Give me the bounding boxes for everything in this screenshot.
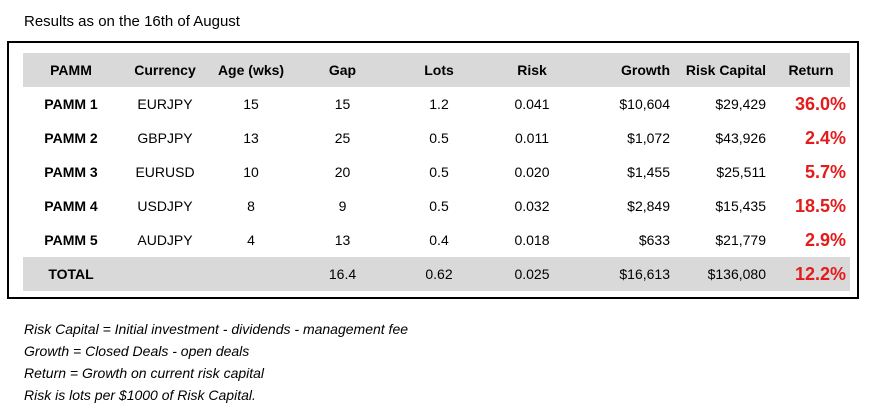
table-row: PAMM 1 EURJPY 15 15 1.2 0.041 $10,604 $2… xyxy=(23,87,850,121)
note-return: Return = Growth on current risk capital xyxy=(24,365,265,381)
cell-gap: 25 xyxy=(334,130,351,146)
cell-currency: AUDJPY xyxy=(137,232,193,248)
total-label: TOTAL xyxy=(23,257,119,291)
cell-risk: 0.041 xyxy=(514,96,550,112)
total-growth: $16,613 xyxy=(580,257,676,291)
cell-pamm: PAMM 4 xyxy=(44,198,98,214)
cell-risk-capital: $43,926 xyxy=(715,130,766,146)
cell-age: 4 xyxy=(247,232,255,248)
total-return: 12.2% xyxy=(772,257,850,291)
header-age: Age (wks) xyxy=(211,53,291,87)
note-risk: Risk is lots per $1000 of Risk Capital. xyxy=(24,387,256,403)
total-gap: 16.4 xyxy=(291,257,394,291)
table-row: PAMM 4 USDJPY 8 9 0.5 0.032 $2,849 $15,4… xyxy=(23,189,850,223)
cell-growth: $633 xyxy=(638,232,670,248)
cell-pamm: PAMM 2 xyxy=(44,130,98,146)
cell-currency: GBPJPY xyxy=(137,130,193,146)
cell-return: 18.5% xyxy=(794,195,846,216)
table-row: PAMM 5 AUDJPY 4 13 0.4 0.018 $633 $21,77… xyxy=(23,223,850,257)
note-growth: Growth = Closed Deals - open deals xyxy=(24,343,250,359)
cell-return: 2.4% xyxy=(804,127,846,148)
cell-age: 15 xyxy=(243,96,259,112)
cell-growth: $1,455 xyxy=(627,164,670,180)
cell-risk: 0.018 xyxy=(514,232,550,248)
header-growth: Growth xyxy=(580,53,676,87)
cell-risk-capital: $29,429 xyxy=(715,96,766,112)
cell-growth: $2,849 xyxy=(627,198,670,214)
page-heading: Results as on the 16th of August xyxy=(24,13,240,30)
cell-risk-capital: $25,511 xyxy=(716,164,766,180)
cell-risk-capital: $21,779 xyxy=(715,232,766,248)
cell-risk: 0.020 xyxy=(514,164,550,180)
cell-return: 5.7% xyxy=(804,161,846,182)
header-gap: Gap xyxy=(291,53,394,87)
header-risk: Risk xyxy=(484,53,580,87)
cell-lots: 0.4 xyxy=(429,232,449,248)
total-currency xyxy=(119,257,211,291)
cell-gap: 9 xyxy=(338,198,347,214)
cell-age: 13 xyxy=(243,130,259,146)
cell-gap: 13 xyxy=(334,232,351,248)
results-table: PAMM Currency Age (wks) Gap Lots Risk Gr… xyxy=(23,53,850,291)
cell-gap: 20 xyxy=(334,164,351,180)
cell-pamm: PAMM 3 xyxy=(44,164,98,180)
definitions-notes: Risk Capital = Initial investment - divi… xyxy=(24,318,408,406)
cell-age: 10 xyxy=(243,164,259,180)
cell-growth: $1,072 xyxy=(627,130,670,146)
cell-return: 36.0% xyxy=(794,93,846,114)
total-lots: 0.62 xyxy=(394,257,484,291)
cell-gap: 15 xyxy=(334,96,351,112)
cell-pamm: PAMM 1 xyxy=(44,96,98,112)
cell-risk: 0.011 xyxy=(515,130,549,146)
cell-lots: 0.5 xyxy=(429,130,449,146)
table-row: PAMM 3 EURUSD 10 20 0.5 0.020 $1,455 $25… xyxy=(23,155,850,189)
cell-risk-capital: $15,435 xyxy=(715,198,766,214)
header-currency: Currency xyxy=(119,53,211,87)
cell-return: 2.9% xyxy=(804,229,846,250)
cell-currency: EURJPY xyxy=(137,96,193,112)
cell-growth: $10,604 xyxy=(619,96,670,112)
total-row: TOTAL 16.4 0.62 0.025 $16,613 $136,080 1… xyxy=(23,257,850,291)
table-row: PAMM 2 GBPJPY 13 25 0.5 0.011 $1,072 $43… xyxy=(23,121,850,155)
header-risk-capital: Risk Capital xyxy=(676,53,772,87)
cell-risk: 0.032 xyxy=(514,198,550,214)
cell-currency: USDJPY xyxy=(137,198,193,214)
cell-currency: EURUSD xyxy=(135,164,195,180)
cell-age: 8 xyxy=(247,198,255,214)
results-table-frame: PAMM Currency Age (wks) Gap Lots Risk Gr… xyxy=(7,41,859,299)
cell-lots: 0.5 xyxy=(429,164,449,180)
total-risk: 0.025 xyxy=(484,257,580,291)
total-age xyxy=(211,257,291,291)
header-return: Return xyxy=(772,53,850,87)
note-risk-capital: Risk Capital = Initial investment - divi… xyxy=(24,321,409,337)
header-lots: Lots xyxy=(394,53,484,87)
header-pamm: PAMM xyxy=(23,53,119,87)
total-risk-capital: $136,080 xyxy=(676,257,772,291)
table-header-row: PAMM Currency Age (wks) Gap Lots Risk Gr… xyxy=(23,53,850,87)
cell-pamm: PAMM 5 xyxy=(44,232,98,248)
cell-lots: 1.2 xyxy=(429,96,449,112)
cell-lots: 0.5 xyxy=(429,198,449,214)
